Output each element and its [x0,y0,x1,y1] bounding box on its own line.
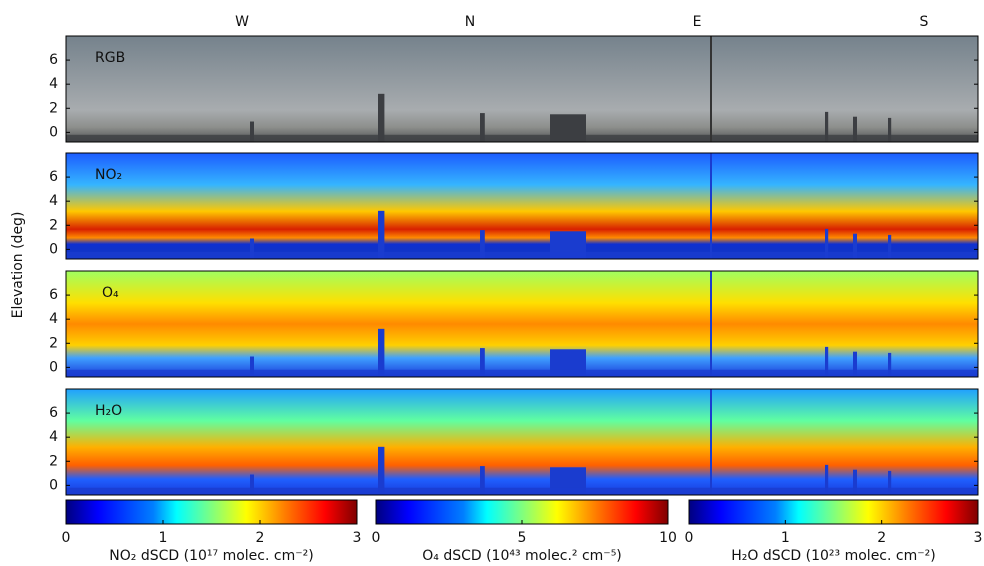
skyline [250,474,254,495]
ground [66,487,978,495]
colorbar-tick-label: 3 [353,530,362,546]
skyline [825,464,829,495]
y-tick-label: 0 [49,241,58,257]
colorbar [688,499,979,525]
y-tick-label: 2 [49,100,58,116]
ground [66,134,978,142]
skyline [825,111,829,142]
y-tick-label: 6 [49,287,58,303]
skyline [480,466,485,495]
panel-frame [65,152,979,260]
y-tick-label: 2 [49,453,58,469]
skyline [825,228,829,259]
y-tick-label: 4 [49,193,58,209]
direction-label: E [693,14,702,30]
colorbar-tick-label: 5 [518,530,527,546]
skyline [853,116,857,142]
skyline [825,346,829,377]
colorbar-tick-label: 0 [372,530,381,546]
skyline [480,348,485,377]
panel-image [66,153,978,259]
panel-label: O₄ [102,285,119,301]
skyline [250,121,254,142]
y-tick-label: 4 [49,311,58,327]
y-tick-label: 0 [49,477,58,493]
colorbar-tick-label: 0 [685,530,694,546]
panel-label: NO₂ [95,167,122,183]
y-tick-label: 0 [49,124,58,140]
colorbar-tick-label: 10 [659,530,677,546]
panel-image [66,389,978,495]
skyline [378,93,385,142]
skyline [480,230,485,259]
colorbar-label: NO₂ dSCD (10¹⁷ molec. cm⁻²) [109,548,313,564]
skyline [853,469,857,495]
y-tick-label: 6 [49,169,58,185]
direction-label: S [920,14,929,30]
colorbar-label: O₄ dSCD (10⁴³ molec.² cm⁻⁵) [422,548,622,564]
colorbar-tick-label: 1 [159,530,168,546]
ground [66,251,978,259]
skyline [250,356,254,377]
panel-image [66,36,978,142]
skyline [853,351,857,377]
skyline [378,446,385,495]
y-tick-label: 0 [49,359,58,375]
colorbar-tick-label: 2 [877,530,886,546]
y-tick-label: 2 [49,335,58,351]
y-tick-label: 6 [49,52,58,68]
colorbar [65,499,358,525]
colorbar-tick-label: 2 [256,530,265,546]
panel-frame [65,388,979,496]
colorbar-tick-label: 1 [781,530,790,546]
panel-label: H₂O [95,403,122,419]
skyline [378,210,385,259]
colorbar-tick-label: 0 [62,530,71,546]
skyline [480,113,485,142]
panel-image [66,271,978,377]
panel-frame [65,35,979,143]
skyline [888,234,892,259]
skyline [250,238,254,259]
skyline [888,352,892,377]
y-tick-label: 4 [49,429,58,445]
skyline [888,470,892,495]
direction-label: N [465,14,475,30]
colorbar-tick-label: 3 [974,530,983,546]
panel-frame [65,270,979,378]
y-axis-label: Elevation (deg) [10,212,26,319]
skyline [888,117,892,142]
y-tick-label: 2 [49,217,58,233]
panel-label: RGB [95,50,125,66]
skyline [378,328,385,377]
colorbar-label: H₂O dSCD (10²³ molec. cm⁻²) [731,548,935,564]
y-tick-label: 6 [49,405,58,421]
y-tick-label: 4 [49,76,58,92]
ground [66,369,978,377]
direction-label: W [235,14,249,30]
skyline [853,233,857,259]
